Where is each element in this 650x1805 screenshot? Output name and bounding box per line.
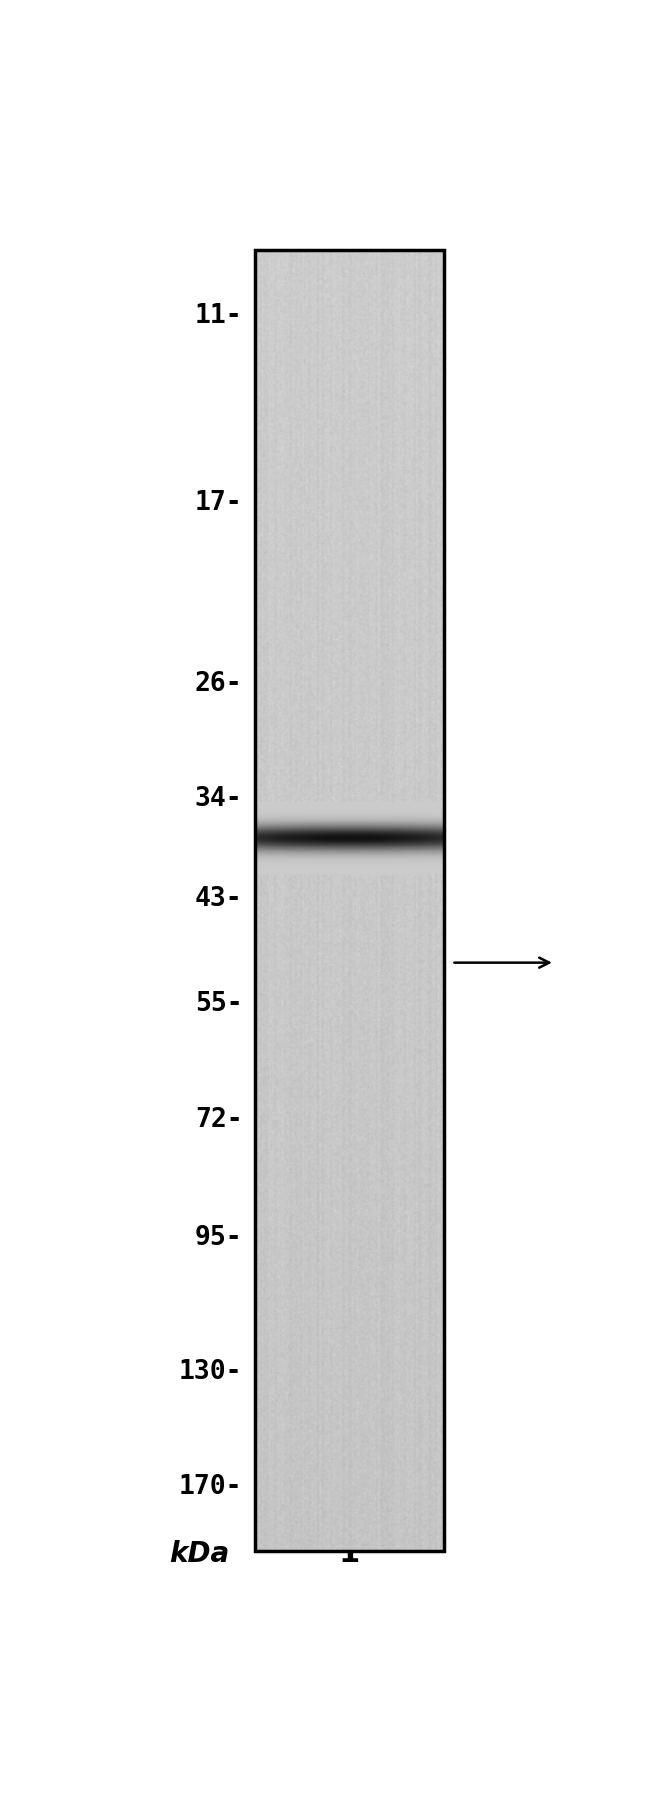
Text: 11-: 11- [195,303,242,329]
Text: 170-: 170- [179,1473,242,1498]
Text: 26-: 26- [195,671,242,697]
Text: 130-: 130- [179,1359,242,1384]
Text: 55-: 55- [195,991,242,1016]
Text: 95-: 95- [195,1224,242,1251]
Text: kDa: kDa [170,1540,230,1567]
Text: 72-: 72- [195,1106,242,1132]
Text: 17-: 17- [195,489,242,514]
Text: 34-: 34- [195,785,242,812]
Text: 43-: 43- [195,886,242,912]
Bar [255,251,444,1550]
Text: 1: 1 [339,1538,360,1567]
